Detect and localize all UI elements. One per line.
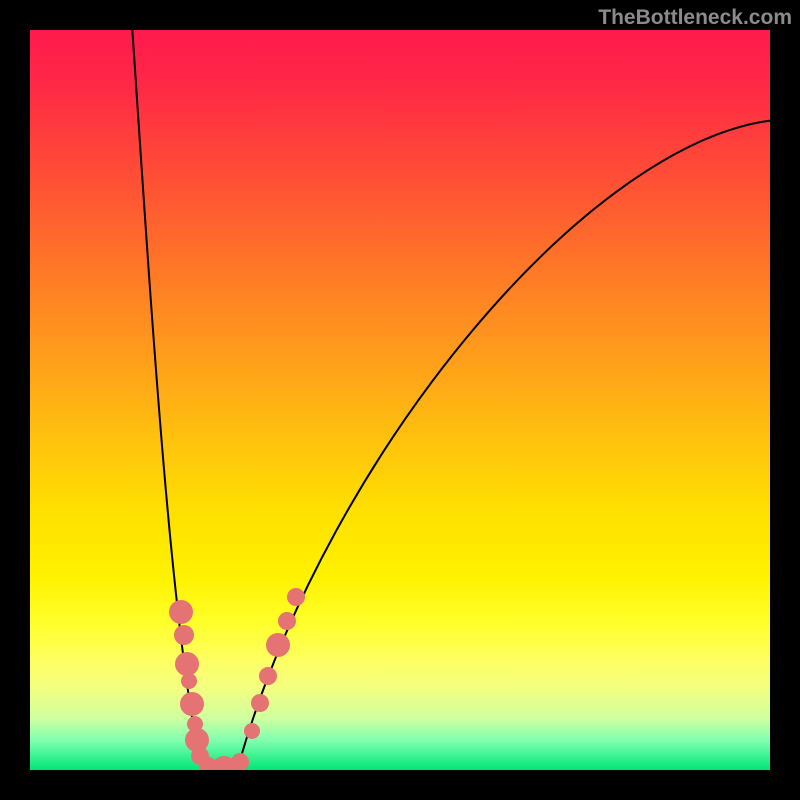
marker-right-5 bbox=[287, 588, 305, 606]
marker-floor-2 bbox=[231, 753, 249, 770]
plot-area bbox=[30, 30, 770, 770]
curve-left-branch bbox=[132, 30, 200, 760]
curve-right-branch bbox=[240, 120, 770, 760]
watermark-label: TheBottleneck.com bbox=[598, 6, 792, 30]
bottleneck-curve bbox=[30, 30, 770, 770]
marker-right-4 bbox=[278, 612, 296, 630]
marker-right-2 bbox=[259, 667, 277, 685]
marker-left-4 bbox=[180, 692, 204, 716]
marker-left-3 bbox=[181, 673, 197, 689]
marker-right-0 bbox=[244, 723, 260, 739]
marker-right-1 bbox=[251, 694, 269, 712]
marker-left-0 bbox=[169, 600, 193, 624]
marker-right-3 bbox=[266, 633, 290, 657]
marker-left-1 bbox=[174, 625, 194, 645]
